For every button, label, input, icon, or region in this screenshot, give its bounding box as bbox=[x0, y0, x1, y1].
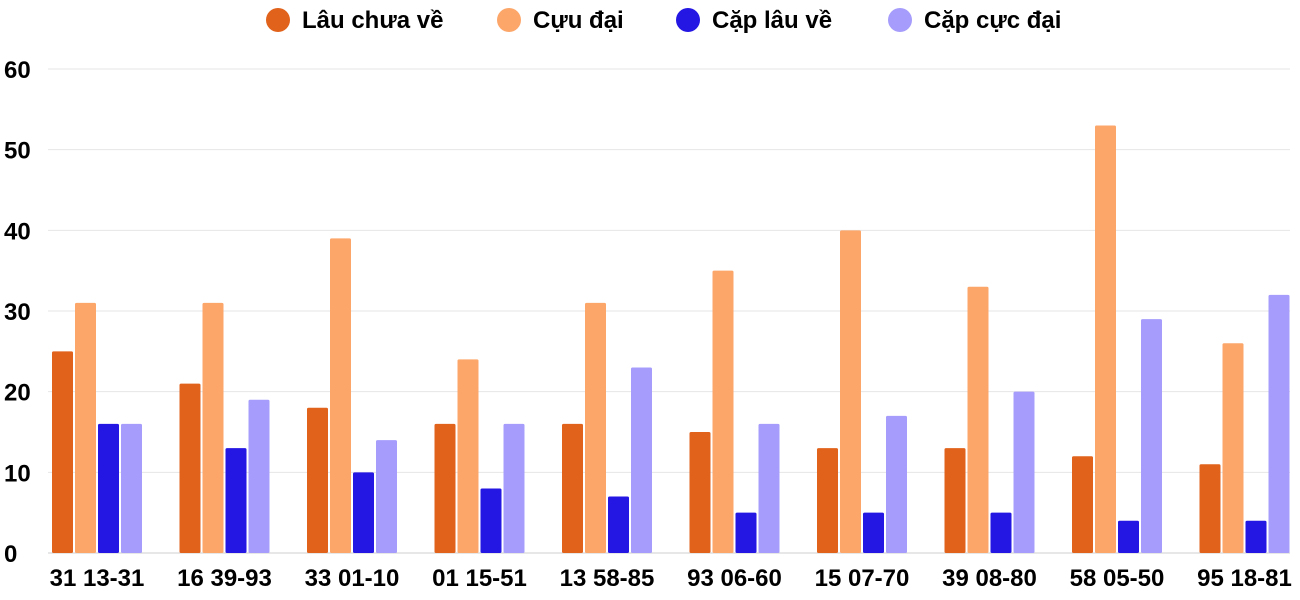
bars bbox=[52, 125, 1290, 554]
bar-cap-cuc-dai-95-18-81 bbox=[1268, 294, 1290, 553]
legend-item-cuu-dai: Cựu đại bbox=[497, 7, 624, 34]
bar-group-13-58-85 bbox=[562, 302, 652, 553]
bar-cap-lau-ve-39-08-80 bbox=[990, 512, 1012, 553]
legend-label: Cựu đại bbox=[533, 7, 624, 34]
bar-cap-cuc-dai-31-13-31 bbox=[121, 423, 142, 553]
legend-item-cap-lau-ve: Cặp lâu về bbox=[676, 7, 832, 34]
x-tick-label: 39 08-80 bbox=[942, 565, 1037, 592]
bar-group-33-01-10 bbox=[307, 238, 397, 553]
bar-cap-cuc-dai-39-08-80 bbox=[1013, 391, 1035, 553]
bar-group-16-39-93 bbox=[179, 302, 270, 553]
bar-cuu-dai-16-39-93 bbox=[202, 302, 224, 553]
legend-marker bbox=[888, 8, 912, 32]
y-tick-label: 40 bbox=[4, 218, 31, 245]
legend-marker bbox=[497, 8, 521, 32]
bar-group-58-05-50 bbox=[1072, 125, 1162, 553]
legend-label: Cặp lâu về bbox=[712, 7, 832, 34]
legend-label: Cặp cực đại bbox=[924, 7, 1061, 34]
bar-cap-lau-ve-58-05-50 bbox=[1118, 520, 1139, 553]
y-tick-label: 30 bbox=[4, 299, 31, 326]
legend-item-lau-chua-ve: Lâu chưa về bbox=[266, 7, 443, 34]
bar-group-39-08-80 bbox=[944, 286, 1035, 553]
y-tick-label: 20 bbox=[4, 380, 31, 407]
bar-cap-lau-ve-31-13-31 bbox=[98, 423, 119, 553]
bar-cap-cuc-dai-13-58-85 bbox=[631, 367, 652, 553]
bar-cap-lau-ve-13-58-85 bbox=[608, 496, 629, 553]
bar-cuu-dai-93-06-60 bbox=[712, 270, 734, 553]
bar-cap-lau-ve-01-15-51 bbox=[480, 488, 502, 553]
x-tick-label: 15 07-70 bbox=[815, 565, 910, 592]
bar-cuu-dai-13-58-85 bbox=[585, 302, 606, 553]
x-tick-label: 58 05-50 bbox=[1070, 565, 1165, 592]
bar-cuu-dai-95-18-81 bbox=[1222, 343, 1244, 553]
bar-cuu-dai-31-13-31 bbox=[75, 302, 96, 553]
bar-lau-chua-ve-15-07-70 bbox=[817, 448, 838, 553]
legend-marker bbox=[266, 8, 290, 32]
bar-cap-cuc-dai-01-15-51 bbox=[503, 423, 525, 553]
bar-lau-chua-ve-16-39-93 bbox=[179, 383, 201, 553]
bar-cap-cuc-dai-58-05-50 bbox=[1141, 319, 1162, 553]
x-tick-label: 95 18-81 bbox=[1197, 565, 1292, 592]
bar-cuu-dai-15-07-70 bbox=[840, 230, 861, 554]
bar-cuu-dai-39-08-80 bbox=[967, 286, 989, 553]
bar-group-31-13-31 bbox=[52, 302, 142, 553]
x-axis: 31 13-31 16 39-93 33 01-10 01 15-51 13 58-85… bbox=[50, 565, 1292, 592]
bar-cap-lau-ve-95-18-81 bbox=[1245, 520, 1267, 553]
bar-group-93-06-60 bbox=[689, 270, 780, 553]
x-tick-label: 01 15-51 bbox=[432, 565, 527, 592]
bar-cap-lau-ve-15-07-70 bbox=[863, 512, 884, 553]
bar-lau-chua-ve-95-18-81 bbox=[1199, 464, 1221, 553]
legend: Lâu chưa về Cựu đại Cặp lâu về Cặp cực đại bbox=[266, 7, 1061, 34]
bar-cap-cuc-dai-15-07-70 bbox=[886, 415, 907, 553]
bar-lau-chua-ve-13-58-85 bbox=[562, 423, 583, 553]
bar-lau-chua-ve-31-13-31 bbox=[52, 351, 73, 553]
bar-cap-cuc-dai-16-39-93 bbox=[248, 399, 270, 553]
bar-cuu-dai-58-05-50 bbox=[1095, 125, 1116, 553]
bar-lau-chua-ve-01-15-51 bbox=[434, 423, 456, 553]
bar-lau-chua-ve-58-05-50 bbox=[1072, 456, 1093, 553]
x-tick-label: 31 13-31 bbox=[50, 565, 145, 592]
x-tick-label: 33 01-10 bbox=[305, 565, 400, 592]
y-tick-label: 10 bbox=[4, 460, 31, 487]
bar-group-01-15-51 bbox=[434, 359, 525, 553]
bar-lau-chua-ve-39-08-80 bbox=[944, 448, 966, 553]
y-tick-label: 0 bbox=[4, 541, 17, 568]
bar-group-95-18-81 bbox=[1199, 294, 1290, 553]
x-tick-label: 16 39-93 bbox=[177, 565, 272, 592]
legend-item-cap-cuc-dai: Cặp cực đại bbox=[888, 7, 1061, 34]
bar-cap-cuc-dai-93-06-60 bbox=[758, 423, 780, 553]
bar-cuu-dai-33-01-10 bbox=[330, 238, 351, 553]
bar-lau-chua-ve-93-06-60 bbox=[689, 432, 711, 553]
x-tick-label: 13 58-85 bbox=[560, 565, 655, 592]
y-tick-label: 50 bbox=[4, 138, 31, 165]
bar-cap-lau-ve-93-06-60 bbox=[735, 512, 757, 553]
bar-group-15-07-70 bbox=[817, 230, 907, 554]
legend-label: Lâu chưa về bbox=[302, 7, 443, 34]
bar-cuu-dai-01-15-51 bbox=[457, 359, 479, 553]
bar-cap-lau-ve-33-01-10 bbox=[353, 472, 374, 553]
x-tick-label: 93 06-60 bbox=[687, 565, 782, 592]
bar-cap-cuc-dai-33-01-10 bbox=[376, 440, 397, 553]
legend-marker bbox=[676, 8, 700, 32]
bar-cap-lau-ve-16-39-93 bbox=[225, 448, 247, 553]
y-axis: 0 10 20 30 40 50 60 bbox=[4, 57, 31, 568]
y-tick-label: 60 bbox=[4, 57, 31, 84]
bar-lau-chua-ve-33-01-10 bbox=[307, 407, 328, 553]
